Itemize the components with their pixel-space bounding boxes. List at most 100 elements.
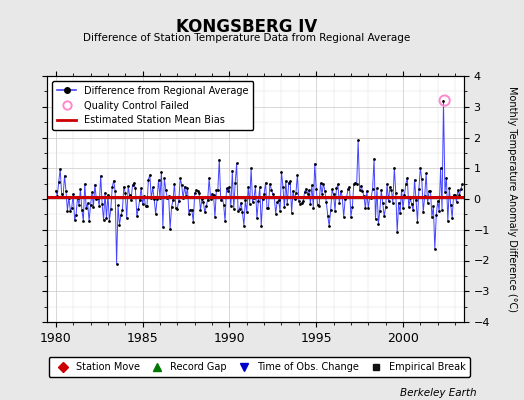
Legend: Station Move, Record Gap, Time of Obs. Change, Empirical Break: Station Move, Record Gap, Time of Obs. C… xyxy=(49,357,470,377)
Point xyxy=(341,196,350,202)
Point xyxy=(372,216,380,223)
Point xyxy=(82,205,91,212)
Point xyxy=(196,207,205,214)
Point xyxy=(188,206,196,213)
Point xyxy=(203,196,212,203)
Point xyxy=(391,189,400,196)
Point xyxy=(165,193,173,199)
Point xyxy=(191,190,199,196)
Point xyxy=(182,193,190,199)
Point xyxy=(252,183,260,190)
Point xyxy=(209,192,217,198)
Point xyxy=(353,180,361,187)
Point xyxy=(174,197,183,204)
Point xyxy=(347,213,355,220)
Point xyxy=(342,194,351,200)
Point xyxy=(414,186,423,192)
Point xyxy=(63,208,72,214)
Point xyxy=(234,208,242,214)
Point xyxy=(227,203,235,210)
Text: Berkeley Earth: Berkeley Earth xyxy=(400,388,477,398)
Point xyxy=(195,190,203,196)
Point xyxy=(446,202,455,208)
Point xyxy=(348,203,356,210)
Point xyxy=(384,198,392,204)
Point xyxy=(231,180,239,186)
Point xyxy=(70,217,79,223)
Point xyxy=(318,191,326,197)
Point xyxy=(448,214,456,221)
Point xyxy=(285,180,293,186)
Point xyxy=(266,180,274,187)
Point xyxy=(117,212,125,218)
Point xyxy=(325,223,333,229)
Point xyxy=(420,193,429,200)
Point xyxy=(363,188,371,194)
Point xyxy=(423,200,432,207)
Point xyxy=(311,160,319,167)
Point xyxy=(358,188,367,194)
Point xyxy=(354,137,362,144)
Point xyxy=(351,180,359,186)
Point xyxy=(283,201,291,208)
Point xyxy=(378,200,387,206)
Point xyxy=(153,196,161,202)
Point xyxy=(377,187,386,193)
Point xyxy=(296,201,304,207)
Point xyxy=(113,260,121,267)
Point xyxy=(383,181,391,188)
Point xyxy=(336,188,345,195)
Point xyxy=(458,181,466,188)
Point xyxy=(121,190,129,196)
Point xyxy=(381,204,390,210)
Point xyxy=(293,172,302,178)
Point xyxy=(452,199,461,205)
Point xyxy=(138,201,147,207)
Point xyxy=(269,191,277,197)
Point xyxy=(59,194,67,200)
Point xyxy=(326,207,335,214)
Point xyxy=(370,156,378,162)
Point xyxy=(450,192,458,198)
Point xyxy=(300,189,309,195)
Point xyxy=(60,172,69,179)
Point xyxy=(104,191,112,198)
Point xyxy=(239,222,248,229)
Point xyxy=(338,194,346,200)
Point xyxy=(260,191,268,197)
Point xyxy=(399,205,407,212)
Point xyxy=(288,210,296,216)
Point xyxy=(373,185,381,191)
Point xyxy=(445,185,453,191)
Point xyxy=(376,208,384,214)
Point xyxy=(344,186,352,192)
Point xyxy=(395,199,403,206)
Point xyxy=(413,218,422,225)
Point xyxy=(247,165,255,172)
Point xyxy=(202,203,211,210)
Point xyxy=(222,185,231,192)
Point xyxy=(81,181,89,187)
Point xyxy=(118,207,127,214)
Point xyxy=(319,180,328,187)
Point xyxy=(111,188,119,194)
Point xyxy=(208,191,216,197)
Point xyxy=(332,185,341,192)
Point xyxy=(321,188,329,194)
Point xyxy=(66,207,74,214)
Point xyxy=(101,190,109,196)
Point xyxy=(305,187,313,193)
Point xyxy=(402,181,410,187)
Point xyxy=(98,201,106,208)
Point xyxy=(179,195,187,201)
Point xyxy=(455,192,464,198)
Point xyxy=(263,205,271,211)
Point xyxy=(428,214,436,220)
Point xyxy=(390,164,399,171)
Point xyxy=(250,195,258,201)
Point xyxy=(79,218,88,224)
Point xyxy=(389,200,397,206)
Point xyxy=(130,180,138,186)
Point xyxy=(95,202,103,209)
Point xyxy=(289,188,297,194)
